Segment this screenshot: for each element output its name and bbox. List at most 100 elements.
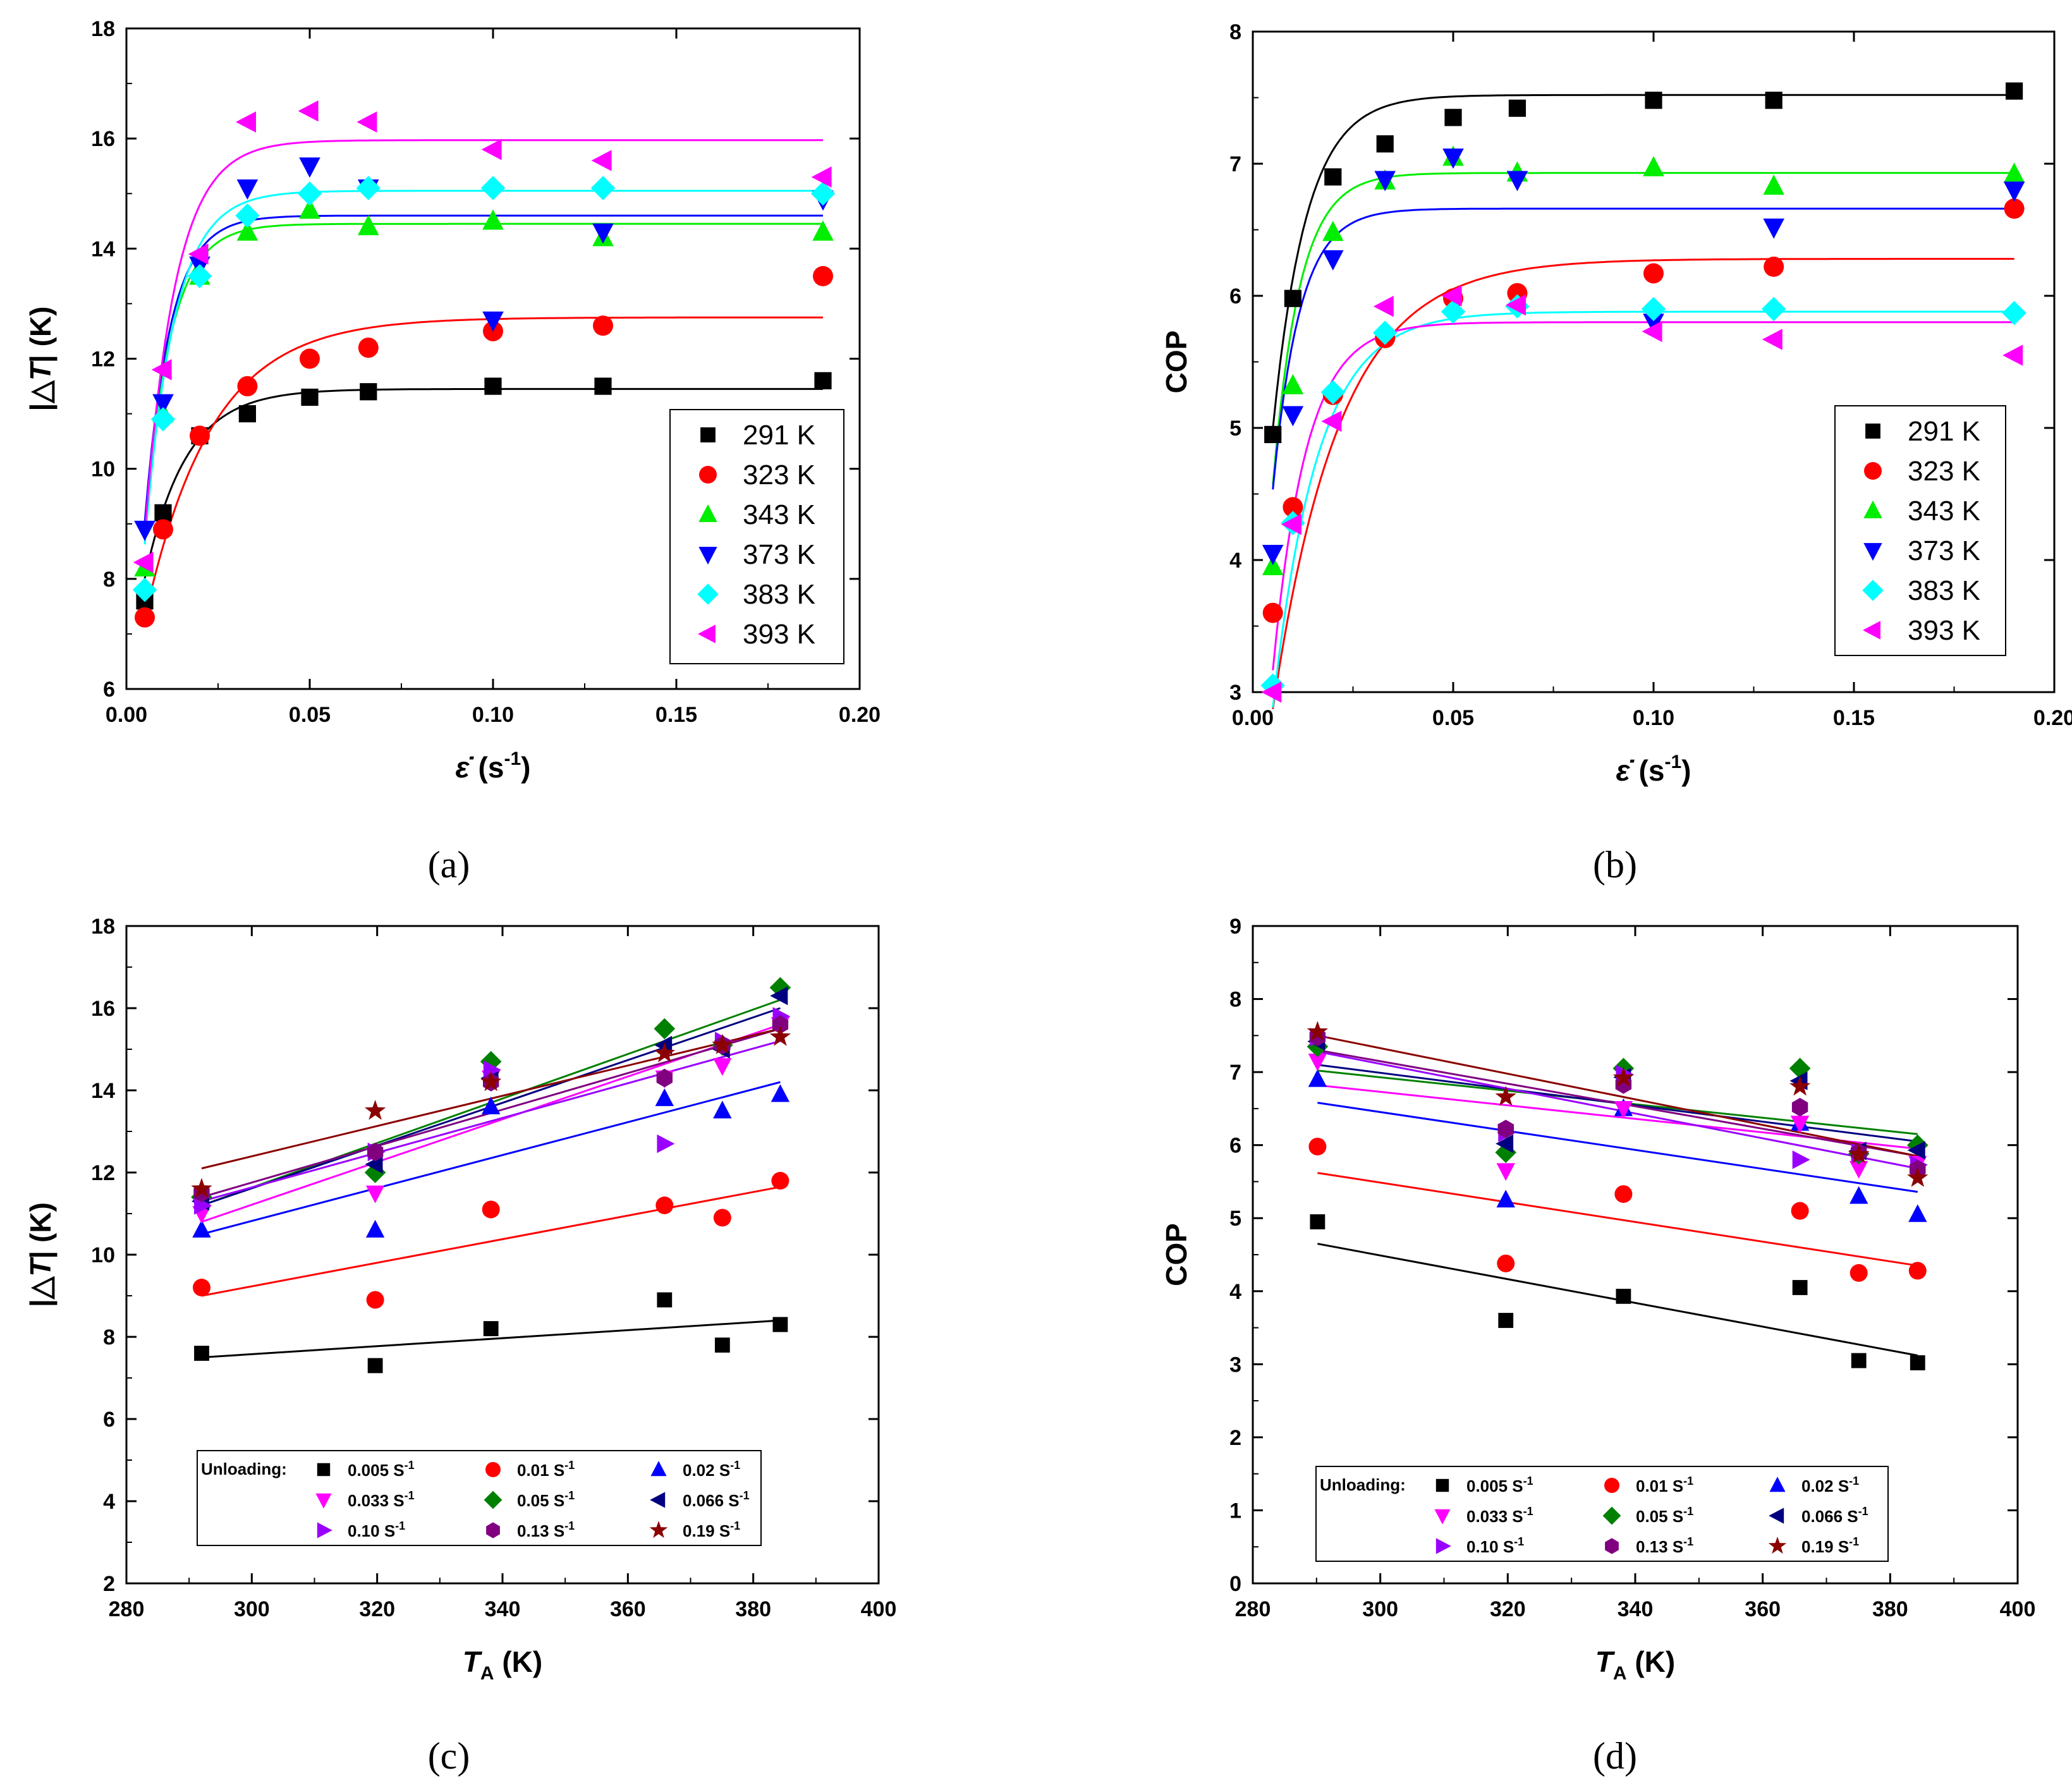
x-tick-label: 380 <box>1872 1597 1908 1621</box>
data-point-s1-p6 <box>772 1317 788 1332</box>
legend-label-text: 0.033 S <box>1466 1507 1523 1526</box>
data-point-s2-p5 <box>1850 1264 1868 1282</box>
data-point-s6-p7 <box>481 138 502 161</box>
data-point-s1-p2 <box>154 504 172 521</box>
data-point-s4-p7 <box>1643 314 1664 334</box>
x-tick-label: 0.15 <box>1833 706 1875 730</box>
data-point-s1-p6 <box>1508 99 1527 117</box>
legend-label-text: 0.05 S <box>1636 1507 1683 1526</box>
data-point-s1-p5 <box>301 388 319 406</box>
y-tick-label: 9 <box>1229 915 1241 939</box>
data-point-s3-p6 <box>358 215 379 236</box>
y-axis-label-suffix: | (K) <box>24 307 57 363</box>
legend-label-9: 0.19 S-1 <box>1801 1535 1859 1556</box>
data-point-s5-p1 <box>1260 673 1285 698</box>
y-tick-label: 14 <box>91 237 115 261</box>
legend-marker-2 <box>1864 462 1882 480</box>
y-tick-label: 3 <box>1229 681 1241 705</box>
data-point-s2-p9 <box>813 265 833 286</box>
data-point-s4-p3 <box>1614 1101 1633 1119</box>
data-point-s3-p4 <box>655 1088 674 1106</box>
x-tick-label: 0.10 <box>472 703 514 727</box>
data-point-s6-p1 <box>1261 681 1282 703</box>
y-tick-label: 4 <box>103 1490 115 1514</box>
legend-label-text: 0.01 S <box>1636 1477 1683 1496</box>
data-point-s6-p6 <box>357 111 377 133</box>
legend-label-7: 0.10 S-1 <box>348 1520 405 1540</box>
data-point-s4-p7 <box>482 311 504 332</box>
y-tick-label: 6 <box>1229 284 1241 308</box>
x-axis-label: ε̇ (s-1) <box>1616 752 1691 787</box>
y-tick-label: 1 <box>1229 1499 1241 1523</box>
legend-label-exp: -1 <box>1523 1505 1533 1518</box>
y-tick-label: 16 <box>91 997 115 1021</box>
x-tick-label: 280 <box>1235 1597 1271 1621</box>
fit-line-6 <box>143 139 823 533</box>
y-tick-label: 5 <box>1229 417 1241 441</box>
x-axis-label-unit: (K) <box>494 1645 543 1678</box>
data-point-s9-p5 <box>1848 1143 1870 1164</box>
data-point-s9-p6 <box>1907 1167 1929 1187</box>
y-axis-label-symbol: △ <box>24 1276 57 1300</box>
data-point-s1-p4 <box>657 1292 673 1308</box>
legend-label-text: 0.01 S <box>517 1461 564 1480</box>
fit-line-1 <box>143 387 823 579</box>
data-point-s3-p1 <box>1308 1069 1327 1087</box>
data-point-s1-p3 <box>1324 168 1342 186</box>
data-point-s5-p4 <box>654 1018 676 1040</box>
data-point-s5-p9 <box>810 181 836 206</box>
legend-marker-4 <box>1434 1509 1451 1525</box>
legend-marker-3 <box>1863 500 1882 518</box>
x-tick-label: 0.15 <box>655 703 697 727</box>
legend-label-text: 0.19 S <box>683 1521 730 1540</box>
panel-c: (c) 280 300 320 340 360 380 400 2 4 6 8 10 12 14 16 18 |… <box>24 915 896 1777</box>
data-point-s1-p5 <box>1851 1353 1867 1368</box>
panel-b-caption: (b) <box>1593 844 1637 886</box>
fit-line-7 <box>201 1040 781 1202</box>
data-point-s4-p1 <box>1308 1053 1327 1071</box>
x-tick-label: 320 <box>1490 1597 1526 1621</box>
x-axis-label-var: T <box>463 1645 483 1678</box>
y-axis-label-var: T <box>24 1257 57 1277</box>
data-point-s6-p5 <box>298 100 319 122</box>
legend-label-exp: -1 <box>730 1520 740 1532</box>
data-point-s2-p4 <box>237 376 258 397</box>
legend-label-6: 0.066 S-1 <box>1801 1505 1868 1526</box>
data-point-s4-p3 <box>1322 250 1344 271</box>
legend-marker-7 <box>1435 1538 1451 1554</box>
legend-marker-8 <box>486 1522 500 1538</box>
data-point-s3-p9 <box>812 220 834 241</box>
data-point-s2-p5 <box>300 348 320 369</box>
data-point-s7-p4 <box>657 1134 675 1154</box>
panel-a-caption: (a) <box>428 844 470 886</box>
y-axis-label: |△T| (K) <box>24 1202 57 1307</box>
data-point-s7-p3 <box>483 1060 501 1080</box>
data-point-s4-p9 <box>2003 181 2025 202</box>
data-point-s5-p8 <box>590 176 616 200</box>
data-point-s8-p4 <box>1791 1097 1808 1117</box>
data-point-s6-p2 <box>1281 513 1301 535</box>
legend-marker-1 <box>317 1463 331 1477</box>
y-tick-label: 18 <box>91 17 115 41</box>
data-point-s2-p1 <box>135 607 155 628</box>
data-point-s8-p4 <box>656 1068 673 1088</box>
data-point-s4-p8 <box>592 223 614 244</box>
legend-label-exp: -1 <box>730 1459 740 1471</box>
data-point-s2-p4 <box>1791 1202 1809 1220</box>
data-point-s5-p1 <box>132 578 157 602</box>
x-axis-label-sub: A <box>480 1663 494 1684</box>
data-point-s6-p6 <box>1907 1141 1925 1160</box>
y-tick-label: 7 <box>1229 1061 1241 1085</box>
legend-title: Unloading: <box>1320 1475 1406 1494</box>
data-point-s5-p8 <box>1762 296 1786 322</box>
y-axis-label: |△T| (K) <box>24 307 57 411</box>
data-point-s4-p2 <box>365 1185 385 1203</box>
data-point-s3-p6 <box>771 1084 790 1102</box>
y-tick-label: 3 <box>1229 1353 1241 1377</box>
data-point-s2-p1 <box>193 1279 210 1296</box>
legend-label-text: 0.10 S <box>1466 1537 1514 1556</box>
y-tick-label: 10 <box>91 1243 115 1267</box>
legend-box <box>197 1450 762 1546</box>
y-tick-label: 10 <box>91 458 115 482</box>
